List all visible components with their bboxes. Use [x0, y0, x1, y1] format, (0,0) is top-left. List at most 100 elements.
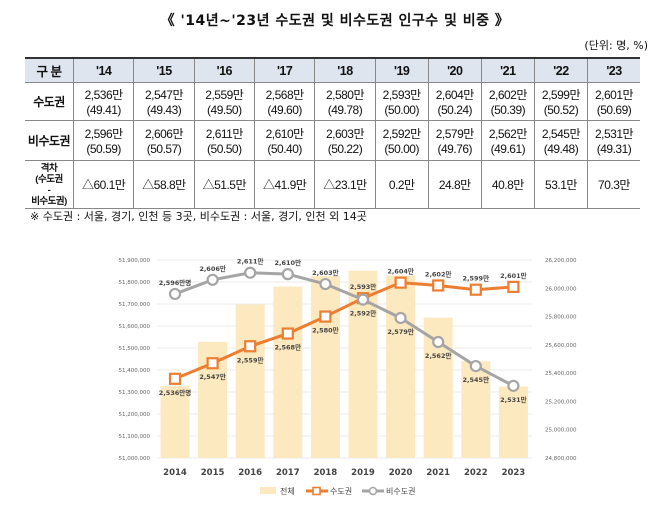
table-cell: 2,593만 (50.00) — [374, 82, 429, 121]
table-cell: 0.2만 — [374, 160, 429, 209]
table-row: 수도권 2,536만 (49.41) 2,547만 (49.43) 2,559만 (49.5… — [25, 82, 640, 121]
table-header-cell: '23 — [587, 57, 640, 83]
cell-value: 2,611만 — [205, 127, 244, 141]
cell-share: (50.24) — [437, 103, 473, 117]
marker-square — [469, 283, 482, 296]
table-cell: 2,611만 (50.50) — [193, 120, 255, 161]
cell-share: (49.41) — [86, 103, 121, 117]
cell-share: (49.43) — [146, 103, 182, 117]
row-label: 수도권 — [25, 82, 74, 121]
data-label: 2,562만 — [425, 351, 452, 360]
cell-value: 2,602만 — [488, 88, 528, 102]
cell-value: 2,599만 — [541, 88, 581, 102]
data-label: 2,596만명 — [159, 278, 192, 287]
marker-circle — [507, 379, 520, 392]
table-row: 격차 (수도권 - 비수도권) △60.1만 △58.8만 △51.5만 △41.9만 △… — [25, 160, 640, 209]
cell-value: 2,568만 — [265, 88, 305, 102]
bar-total-2017 — [273, 286, 303, 458]
cell-value: 2,580만 — [325, 88, 365, 102]
cell-value: 0.2만 — [388, 178, 415, 192]
marker-circle — [281, 268, 294, 281]
left-tick-label: 51,900,000 — [119, 258, 151, 264]
table-row: 비수도권 2,596만 (50.59) 2,606만 (50.57) 2,611만 (50.… — [25, 120, 640, 161]
cell-value: 2,592만 — [382, 127, 422, 141]
marker-square — [432, 279, 445, 292]
table-cell: 2,606만 (50.57) — [133, 120, 195, 161]
left-tick-label: 51,100,000 — [119, 434, 151, 440]
left-tick-label: 51,700,000 — [119, 302, 151, 308]
legend-label: 전체 — [280, 486, 295, 496]
cell-value: △60.1만 — [81, 178, 126, 192]
marker-circle — [244, 266, 257, 279]
page-title: 《 '14년~'23년 수도권 및 비수도권 인구수 및 비중 》 — [160, 13, 510, 29]
cell-value: 2,547만 — [144, 88, 184, 102]
cell-value: 2,601만 — [594, 88, 634, 102]
table-cell: 2,601만 (50.69) — [587, 82, 640, 121]
table-cell: 53.1만 — [533, 160, 589, 209]
data-label: 2,559만 — [237, 355, 264, 364]
cell-value: 2,545만 — [541, 127, 581, 141]
table-header-cell: '16 — [193, 57, 255, 83]
x-tick-label: 2019 — [351, 468, 375, 478]
table-header-cell: '18 — [314, 57, 376, 83]
cell-share: (49.78) — [327, 103, 363, 117]
data-label: 2,604만 — [387, 267, 414, 276]
cell-share: (50.50) — [207, 142, 242, 156]
table-cell: 2,599만 (50.52) — [533, 82, 589, 121]
cell-value: △51.5만 — [202, 178, 247, 192]
marker-square — [244, 340, 257, 353]
cell-value: 2,604만 — [435, 88, 475, 102]
cell-share: (49.50) — [207, 103, 242, 117]
bar-total-2014 — [160, 385, 190, 458]
table-cell: △60.1만 — [72, 160, 135, 209]
table-cell: 70.3만 — [587, 160, 640, 209]
cell-value: 53.1만 — [545, 178, 577, 192]
table-cell: 2,568만 (49.60) — [253, 82, 316, 121]
bar-total-2020 — [386, 275, 416, 458]
cell-value: 2,531만 — [594, 127, 634, 141]
legend-label: 비수도권 — [386, 486, 415, 496]
table-cell: 2,562만 (49.61) — [480, 120, 535, 161]
unit-label: (단위: 명, %) — [584, 39, 648, 52]
cell-share: (50.52) — [543, 103, 579, 117]
table-header-cell: '17 — [253, 57, 316, 83]
data-label: 2,593만 — [350, 282, 377, 291]
data-label: 2,610만 — [275, 258, 302, 267]
cell-value: △23.1만 — [323, 178, 367, 192]
right-tick-label: 24,800,000 — [545, 456, 577, 462]
table-cell: 2,592만 (50.00) — [374, 120, 429, 161]
table-cell: △23.1만 — [314, 160, 376, 209]
x-tick-label: 2021 — [426, 468, 450, 478]
marker-circle — [432, 335, 445, 349]
data-label: 2,611만 — [237, 257, 264, 266]
data-label: 2,547만 — [199, 372, 226, 381]
marker-square — [168, 372, 182, 385]
cell-value: 40.8만 — [491, 178, 524, 192]
cell-value: 2,562만 — [488, 127, 528, 141]
line-수도권 — [174, 281, 514, 381]
population-chart: 51,000,000 51,100,000 51,200,000 51,300,000… — [119, 257, 577, 496]
table-header-cell: 구 분 — [25, 57, 74, 83]
right-tick-label: 25,400,000 — [545, 371, 577, 377]
table-cell: 2,602만 (50.39) — [480, 82, 535, 121]
x-tick-label: 2020 — [389, 468, 413, 478]
left-tick-label: 51,600,000 — [119, 324, 151, 330]
right-tick-label: 25,600,000 — [545, 343, 577, 349]
data-label: 2,568만 — [275, 343, 302, 352]
table-cell: 24.8만 — [427, 160, 482, 209]
cell-value: 2,593만 — [382, 88, 422, 102]
bar-total-2022 — [461, 361, 491, 458]
cell-value: 2,579만 — [435, 127, 475, 141]
data-label: 2,545만 — [463, 375, 490, 384]
cell-value: 2,536만 — [84, 88, 124, 102]
table-cell: 2,547만 (49.43) — [133, 82, 195, 121]
marker-square — [394, 276, 407, 289]
marker-circle — [394, 311, 407, 325]
data-label: 2,536만명 — [159, 388, 192, 397]
bar-total-2016 — [235, 304, 265, 458]
cell-share: (50.39) — [490, 103, 526, 117]
x-tick-label: 2023 — [502, 468, 526, 478]
cell-value: 2,596만 — [84, 127, 124, 141]
table-header-cell: '14 — [72, 57, 135, 83]
table-cell: 40.8만 — [480, 160, 535, 209]
